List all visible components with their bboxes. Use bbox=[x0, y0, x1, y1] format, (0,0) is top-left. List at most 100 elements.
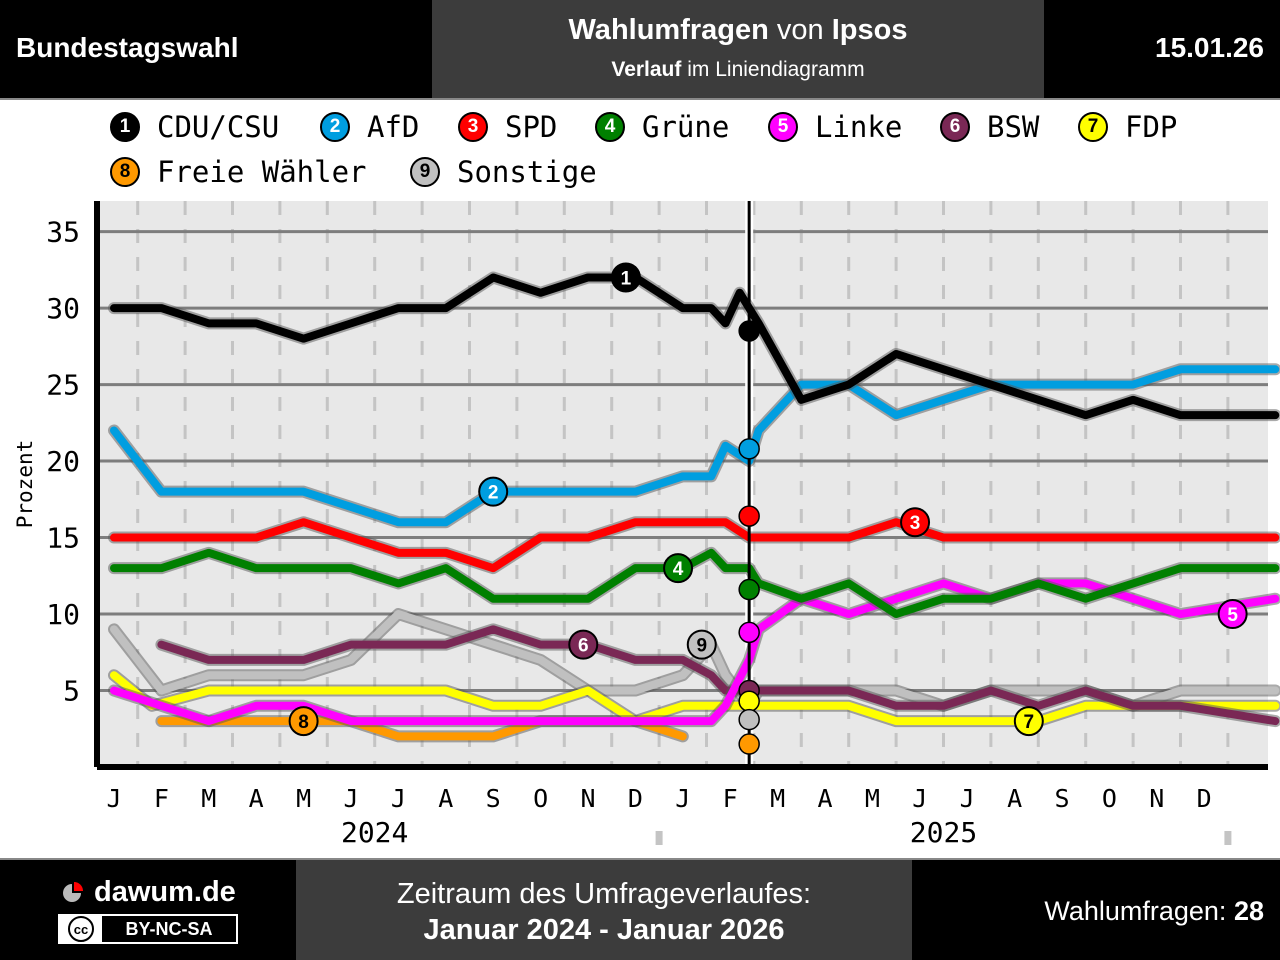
plot-background bbox=[97, 201, 1268, 767]
series-label-2: 2 bbox=[488, 483, 499, 504]
series-label-5: 5 bbox=[1227, 605, 1238, 626]
x-tick-label: N bbox=[580, 784, 595, 813]
license-label: BY-NC-SA bbox=[125, 918, 213, 939]
legend-item-3: 3 SPD bbox=[458, 110, 557, 144]
cc-label: cc bbox=[68, 916, 94, 942]
x-tick-label: D bbox=[628, 784, 643, 813]
x-tick-label: J bbox=[391, 784, 406, 813]
series-label-badge-9 bbox=[686, 629, 717, 660]
series-label-badge-2 bbox=[478, 476, 509, 507]
subtitle-part-1: Verlauf bbox=[611, 58, 682, 81]
legend-label-4: Grüne bbox=[642, 110, 730, 144]
x-tick-label: M bbox=[296, 784, 311, 813]
series-label-badge-6 bbox=[568, 629, 599, 660]
x-tick-label: O bbox=[1102, 784, 1117, 813]
y-axis-label: Prozent bbox=[13, 440, 37, 529]
footer-range-panel: Zeitraum des Umfrageverlaufes: Januar 20… bbox=[296, 860, 912, 960]
series-line-5 bbox=[110, 579, 1280, 726]
series-line-3 bbox=[110, 518, 1280, 573]
dawum-logo-icon bbox=[63, 882, 83, 902]
series-label-1: 1 bbox=[621, 268, 632, 289]
series-label-badge-7 bbox=[1013, 706, 1044, 737]
series-label-4: 4 bbox=[673, 559, 684, 580]
legend-badge-3: 3 bbox=[458, 112, 488, 142]
poll-count: Wahlumfragen: 28 bbox=[1044, 896, 1264, 927]
election-result-9 bbox=[738, 708, 760, 731]
chart-title: Wahlumfragen von Ipsos bbox=[432, 14, 1044, 47]
x-tick-label: M bbox=[865, 784, 880, 813]
series-line-6 bbox=[157, 625, 1280, 726]
series-label-badge-1 bbox=[610, 262, 641, 293]
title-part-3: Ipsos bbox=[831, 14, 908, 46]
legend-item-9: 9 Sonstige bbox=[410, 155, 597, 189]
election-result-4 bbox=[738, 578, 760, 601]
legend-label-1: CDU/CSU bbox=[157, 110, 280, 144]
range-value: Januar 2024 - Januar 2026 bbox=[423, 914, 785, 946]
cc-icon: cc bbox=[60, 916, 102, 942]
x-tick-label: J bbox=[960, 784, 975, 813]
legend-item-1: 1 CDU/CSU bbox=[110, 110, 279, 144]
series-label-badge-4 bbox=[663, 553, 694, 584]
election-result-5 bbox=[738, 621, 760, 644]
series-label-3: 3 bbox=[910, 513, 921, 534]
legend-badge-4: 4 bbox=[595, 112, 625, 142]
election-title: Bundestagswahl bbox=[16, 32, 239, 63]
legend-label-6: BSW bbox=[987, 110, 1040, 144]
legend-badge-1: 1 bbox=[110, 112, 140, 142]
election-result-3 bbox=[738, 505, 760, 527]
header-date: 15.01.26 bbox=[1155, 32, 1264, 63]
legend-item-7: 7 FDP bbox=[1078, 110, 1177, 144]
x-tick-label: F bbox=[723, 784, 738, 813]
election-result-1 bbox=[738, 320, 760, 342]
license-badge[interactable]: cc BY-NC-SA bbox=[58, 914, 238, 944]
header-divider bbox=[0, 98, 1280, 100]
legend-item-8: 8 Freie Wähler bbox=[110, 155, 367, 189]
legend-item-4: 4 Grüne bbox=[595, 110, 729, 144]
series-line-1 bbox=[110, 273, 1280, 420]
series-line-2 bbox=[110, 365, 1280, 527]
footer-divider bbox=[0, 858, 1280, 861]
x-tick-label: O bbox=[533, 784, 548, 813]
legend-badge-2: 2 bbox=[320, 112, 350, 142]
range-label: Zeitraum des Umfrageverlaufes: bbox=[396, 878, 812, 910]
legend-label-5: Linke bbox=[815, 110, 903, 144]
x-tick-label: M bbox=[770, 784, 785, 813]
footer-bar: dawum.de cc BY-NC-SA Zeitraum des Umfrag… bbox=[0, 860, 1280, 960]
x-tick-label: A bbox=[249, 784, 264, 813]
series-label-badge-5 bbox=[1217, 599, 1248, 630]
legend-badge-5: 5 bbox=[768, 112, 798, 142]
series-label-6: 6 bbox=[578, 636, 589, 657]
x-tick-label: J bbox=[912, 784, 927, 813]
legend-badge-8: 8 bbox=[110, 157, 140, 187]
title-part-1: Wahlumfragen bbox=[568, 14, 769, 46]
legend-label-7: FDP bbox=[1125, 110, 1178, 144]
series-label-badge-3 bbox=[900, 507, 931, 538]
x-tick-label: A bbox=[817, 784, 832, 813]
x-tick-label: D bbox=[1197, 784, 1212, 813]
series-label-badge-8 bbox=[288, 706, 319, 737]
legend-label-8: Freie Wähler bbox=[157, 155, 367, 189]
y-tick-label: 10 bbox=[46, 598, 80, 631]
header-title-panel: Wahlumfragen von Ipsos Verlauf im Linien… bbox=[432, 0, 1044, 98]
legend-label-9: Sonstige bbox=[457, 155, 597, 189]
title-part-2: von bbox=[768, 14, 832, 46]
x-tick-label: N bbox=[1149, 784, 1164, 813]
y-tick-label: 25 bbox=[46, 369, 80, 402]
series-label-7: 7 bbox=[1024, 712, 1035, 733]
x-tick-label: J bbox=[675, 784, 690, 813]
header-bar: Bundestagswahl Wahlumfragen von Ipsos Ve… bbox=[0, 0, 1280, 98]
site-name[interactable]: dawum.de bbox=[94, 876, 236, 908]
x-tick-label: F bbox=[154, 784, 169, 813]
legend-label-3: SPD bbox=[505, 110, 558, 144]
year-label: 2025 bbox=[910, 816, 977, 849]
chart-subtitle: Verlauf im Liniendiagramm bbox=[432, 58, 1044, 82]
series-line-4 bbox=[110, 548, 1280, 619]
x-tick-label: S bbox=[486, 784, 501, 813]
legend-badge-6: 6 bbox=[940, 112, 970, 142]
series-label-8: 8 bbox=[298, 712, 309, 733]
election-result-8 bbox=[738, 733, 760, 755]
y-tick-label: 35 bbox=[46, 216, 80, 249]
legend-badge-9: 9 bbox=[410, 157, 440, 187]
legend-badge-7: 7 bbox=[1078, 112, 1108, 142]
y-tick-label: 5 bbox=[63, 675, 80, 708]
